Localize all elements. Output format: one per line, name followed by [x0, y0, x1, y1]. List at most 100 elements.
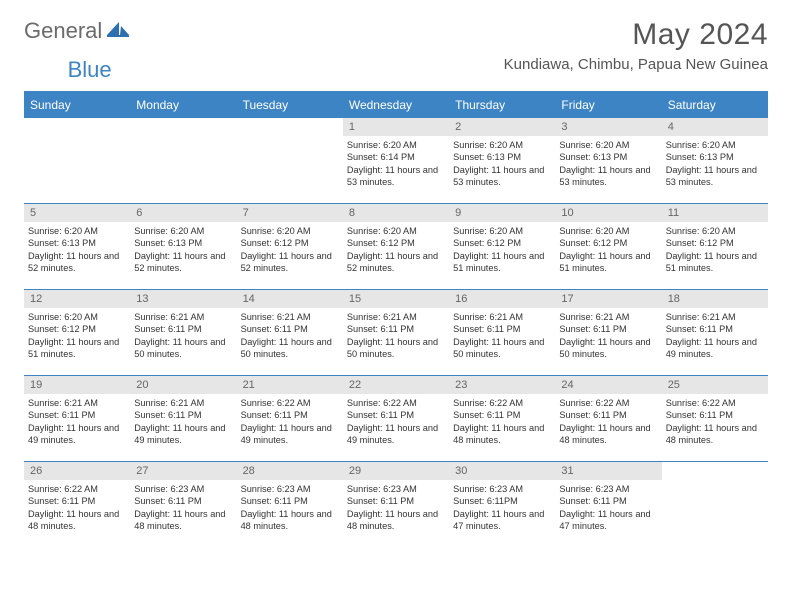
day-details: Sunrise: 6:23 AMSunset: 6:11PMDaylight: … [449, 480, 555, 537]
day-details: Sunrise: 6:21 AMSunset: 6:11 PMDaylight:… [449, 308, 555, 365]
calendar-day: 3Sunrise: 6:20 AMSunset: 6:13 PMDaylight… [555, 118, 661, 204]
calendar-empty [662, 462, 768, 548]
calendar-day: 8Sunrise: 6:20 AMSunset: 6:12 PMDaylight… [343, 204, 449, 290]
day-details: Sunrise: 6:20 AMSunset: 6:12 PMDaylight:… [24, 308, 130, 365]
day-number: 25 [662, 376, 768, 394]
day-details: Sunrise: 6:20 AMSunset: 6:13 PMDaylight:… [24, 222, 130, 279]
calendar-day: 2Sunrise: 6:20 AMSunset: 6:13 PMDaylight… [449, 118, 555, 204]
calendar-day: 6Sunrise: 6:20 AMSunset: 6:13 PMDaylight… [130, 204, 236, 290]
title-block: May 2024 Kundiawa, Chimbu, Papua New Gui… [504, 18, 768, 73]
logo-sail-icon [107, 20, 129, 43]
calendar-day: 13Sunrise: 6:21 AMSunset: 6:11 PMDayligh… [130, 290, 236, 376]
calendar-table: SundayMondayTuesdayWednesdayThursdayFrid… [24, 91, 768, 548]
calendar-day: 10Sunrise: 6:20 AMSunset: 6:12 PMDayligh… [555, 204, 661, 290]
calendar-week: 5Sunrise: 6:20 AMSunset: 6:13 PMDaylight… [24, 204, 768, 290]
calendar-day: 30Sunrise: 6:23 AMSunset: 6:11PMDaylight… [449, 462, 555, 548]
day-number: 8 [343, 204, 449, 222]
calendar-week: 1Sunrise: 6:20 AMSunset: 6:14 PMDaylight… [24, 118, 768, 204]
calendar-week: 19Sunrise: 6:21 AMSunset: 6:11 PMDayligh… [24, 376, 768, 462]
day-number: 10 [555, 204, 661, 222]
day-details: Sunrise: 6:23 AMSunset: 6:11 PMDaylight:… [130, 480, 236, 537]
calendar-day: 24Sunrise: 6:22 AMSunset: 6:11 PMDayligh… [555, 376, 661, 462]
calendar-day: 17Sunrise: 6:21 AMSunset: 6:11 PMDayligh… [555, 290, 661, 376]
day-details: Sunrise: 6:22 AMSunset: 6:11 PMDaylight:… [24, 480, 130, 537]
day-number: 31 [555, 462, 661, 480]
day-details: Sunrise: 6:22 AMSunset: 6:11 PMDaylight:… [449, 394, 555, 451]
day-details: Sunrise: 6:21 AMSunset: 6:11 PMDaylight:… [130, 308, 236, 365]
calendar-empty [130, 118, 236, 204]
day-number: 4 [662, 118, 768, 136]
day-number: 2 [449, 118, 555, 136]
day-details: Sunrise: 6:22 AMSunset: 6:11 PMDaylight:… [662, 394, 768, 451]
day-details: Sunrise: 6:21 AMSunset: 6:11 PMDaylight:… [237, 308, 343, 365]
day-number: 30 [449, 462, 555, 480]
logo-text-general: General [24, 18, 102, 44]
day-header: Saturday [662, 92, 768, 118]
day-details: Sunrise: 6:20 AMSunset: 6:12 PMDaylight:… [449, 222, 555, 279]
calendar-day: 31Sunrise: 6:23 AMSunset: 6:11 PMDayligh… [555, 462, 661, 548]
day-details: Sunrise: 6:22 AMSunset: 6:11 PMDaylight:… [343, 394, 449, 451]
day-number: 1 [343, 118, 449, 136]
calendar-day: 14Sunrise: 6:21 AMSunset: 6:11 PMDayligh… [237, 290, 343, 376]
calendar-day: 12Sunrise: 6:20 AMSunset: 6:12 PMDayligh… [24, 290, 130, 376]
calendar-day: 18Sunrise: 6:21 AMSunset: 6:11 PMDayligh… [662, 290, 768, 376]
day-details: Sunrise: 6:22 AMSunset: 6:11 PMDaylight:… [237, 394, 343, 451]
day-details: Sunrise: 6:20 AMSunset: 6:12 PMDaylight:… [555, 222, 661, 279]
calendar-day: 11Sunrise: 6:20 AMSunset: 6:12 PMDayligh… [662, 204, 768, 290]
calendar-day: 21Sunrise: 6:22 AMSunset: 6:11 PMDayligh… [237, 376, 343, 462]
page-title: May 2024 [504, 18, 768, 52]
day-number: 3 [555, 118, 661, 136]
day-number: 7 [237, 204, 343, 222]
logo-text-blue: Blue [68, 57, 112, 83]
calendar-week: 12Sunrise: 6:20 AMSunset: 6:12 PMDayligh… [24, 290, 768, 376]
day-number: 18 [662, 290, 768, 308]
calendar-day: 1Sunrise: 6:20 AMSunset: 6:14 PMDaylight… [343, 118, 449, 204]
calendar-day: 28Sunrise: 6:23 AMSunset: 6:11 PMDayligh… [237, 462, 343, 548]
location-subtitle: Kundiawa, Chimbu, Papua New Guinea [504, 56, 768, 73]
day-details: Sunrise: 6:21 AMSunset: 6:11 PMDaylight:… [555, 308, 661, 365]
calendar-day: 26Sunrise: 6:22 AMSunset: 6:11 PMDayligh… [24, 462, 130, 548]
day-number: 15 [343, 290, 449, 308]
day-number: 27 [130, 462, 236, 480]
day-details: Sunrise: 6:21 AMSunset: 6:11 PMDaylight:… [662, 308, 768, 365]
day-number: 5 [24, 204, 130, 222]
day-details: Sunrise: 6:20 AMSunset: 6:12 PMDaylight:… [662, 222, 768, 279]
calendar-day: 9Sunrise: 6:20 AMSunset: 6:12 PMDaylight… [449, 204, 555, 290]
calendar-day: 29Sunrise: 6:23 AMSunset: 6:11 PMDayligh… [343, 462, 449, 548]
day-header: Thursday [449, 92, 555, 118]
calendar-day: 5Sunrise: 6:20 AMSunset: 6:13 PMDaylight… [24, 204, 130, 290]
day-number: 22 [343, 376, 449, 394]
day-number: 19 [24, 376, 130, 394]
calendar-day: 4Sunrise: 6:20 AMSunset: 6:13 PMDaylight… [662, 118, 768, 204]
calendar-day: 16Sunrise: 6:21 AMSunset: 6:11 PMDayligh… [449, 290, 555, 376]
day-details: Sunrise: 6:20 AMSunset: 6:12 PMDaylight:… [343, 222, 449, 279]
calendar-day: 15Sunrise: 6:21 AMSunset: 6:11 PMDayligh… [343, 290, 449, 376]
day-number: 13 [130, 290, 236, 308]
day-details: Sunrise: 6:20 AMSunset: 6:14 PMDaylight:… [343, 136, 449, 193]
day-details: Sunrise: 6:20 AMSunset: 6:13 PMDaylight:… [130, 222, 236, 279]
day-number: 29 [343, 462, 449, 480]
day-number: 14 [237, 290, 343, 308]
day-details: Sunrise: 6:20 AMSunset: 6:13 PMDaylight:… [662, 136, 768, 193]
day-number: 11 [662, 204, 768, 222]
calendar-day: 20Sunrise: 6:21 AMSunset: 6:11 PMDayligh… [130, 376, 236, 462]
day-header: Sunday [24, 92, 130, 118]
logo: General [24, 18, 131, 44]
day-number: 24 [555, 376, 661, 394]
day-header: Monday [130, 92, 236, 118]
calendar-empty [24, 118, 130, 204]
day-details: Sunrise: 6:21 AMSunset: 6:11 PMDaylight:… [24, 394, 130, 451]
day-number: 9 [449, 204, 555, 222]
day-number: 28 [237, 462, 343, 480]
day-number: 23 [449, 376, 555, 394]
calendar-day: 19Sunrise: 6:21 AMSunset: 6:11 PMDayligh… [24, 376, 130, 462]
day-number: 17 [555, 290, 661, 308]
day-details: Sunrise: 6:20 AMSunset: 6:13 PMDaylight:… [555, 136, 661, 193]
calendar-day: 7Sunrise: 6:20 AMSunset: 6:12 PMDaylight… [237, 204, 343, 290]
day-number: 12 [24, 290, 130, 308]
day-number: 21 [237, 376, 343, 394]
day-number: 26 [24, 462, 130, 480]
calendar-day: 25Sunrise: 6:22 AMSunset: 6:11 PMDayligh… [662, 376, 768, 462]
calendar-day: 27Sunrise: 6:23 AMSunset: 6:11 PMDayligh… [130, 462, 236, 548]
day-number: 16 [449, 290, 555, 308]
